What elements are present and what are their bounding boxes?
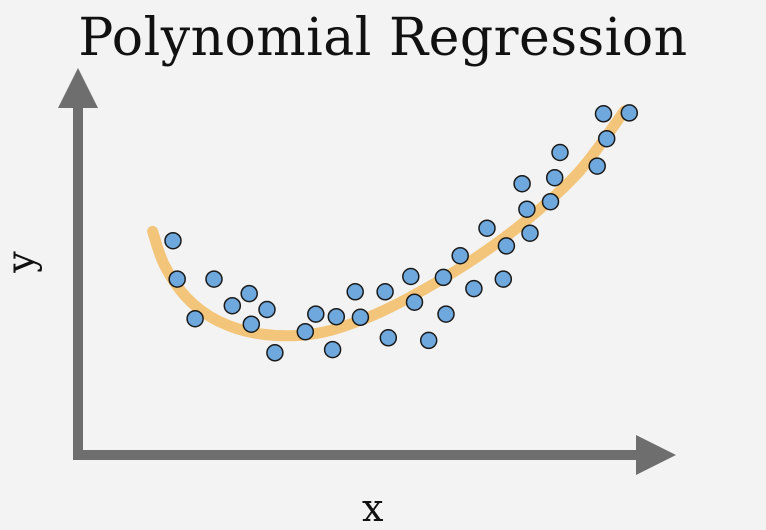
data-point-20	[419, 331, 438, 350]
data-point-34	[588, 157, 606, 175]
data-point-9	[266, 344, 284, 362]
data-point-17	[379, 329, 398, 347]
data-point-21	[434, 268, 453, 287]
data-point-29	[521, 224, 539, 242]
regression-curve	[147, 105, 630, 342]
data-point-31	[541, 192, 560, 211]
data-point-4	[205, 270, 223, 288]
data-point-8	[258, 300, 276, 319]
data-point-32	[545, 168, 564, 187]
y-axis-arrowhead	[58, 68, 98, 108]
data-point-27	[497, 237, 516, 255]
axes	[58, 68, 676, 475]
data-point-19	[405, 293, 424, 311]
data-point-16	[376, 283, 394, 301]
data-point-1	[164, 231, 182, 250]
data-point-11	[307, 305, 325, 323]
data-point-7	[242, 315, 261, 333]
data-point-12	[323, 340, 342, 359]
data-point-33	[551, 143, 569, 162]
data-point-15	[351, 308, 370, 327]
data-point-10	[296, 322, 315, 341]
data-point-25	[478, 219, 496, 237]
x-axis-arrowhead	[636, 435, 676, 475]
data-point-3	[186, 309, 204, 328]
data-point-28	[513, 174, 531, 193]
data-points	[164, 104, 639, 362]
data-point-22	[437, 305, 455, 323]
data-point-24	[465, 279, 483, 298]
diagram-title: Polynomial Regression	[78, 8, 688, 68]
data-point-13	[327, 307, 346, 326]
data-point-35	[594, 105, 613, 123]
data-point-18	[402, 267, 420, 286]
data-point-6	[240, 284, 258, 303]
data-point-5	[223, 296, 242, 315]
x-axis-label: x	[362, 486, 384, 530]
data-point-2	[168, 270, 186, 288]
data-point-37	[620, 104, 639, 122]
data-point-14	[346, 283, 364, 301]
data-point-26	[494, 270, 513, 288]
data-point-36	[597, 129, 616, 148]
data-point-23	[451, 246, 469, 265]
data-point-30	[518, 200, 536, 218]
